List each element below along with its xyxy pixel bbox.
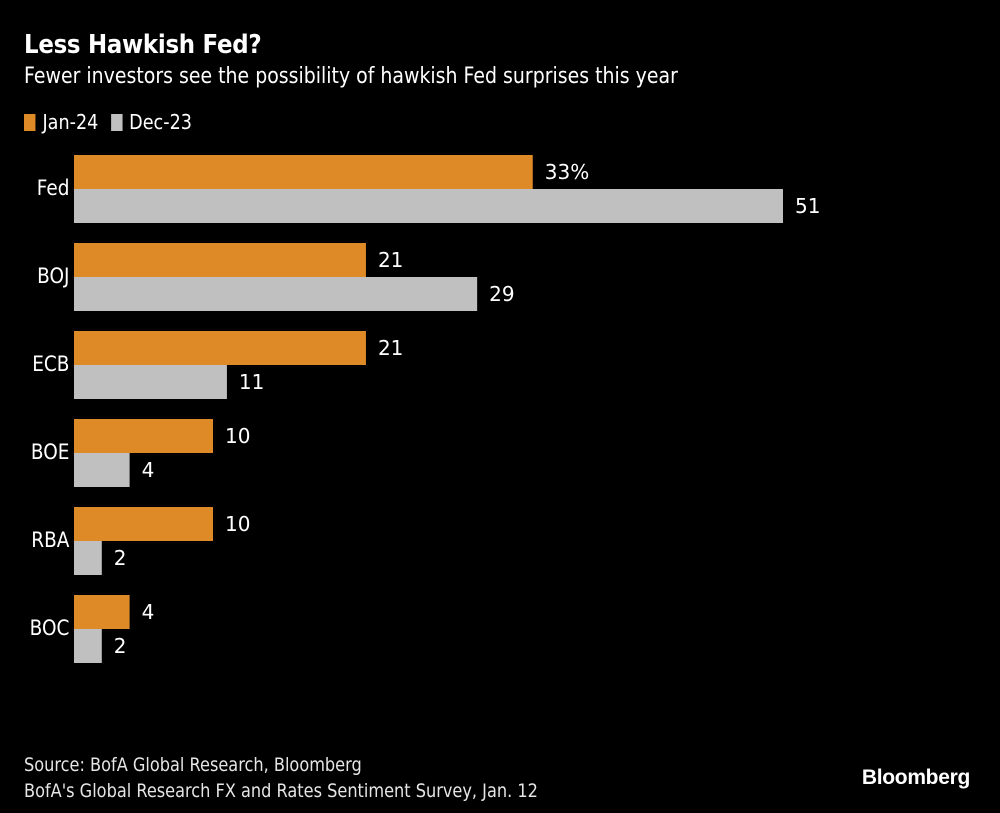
bar-fed-dec-23 — [74, 189, 783, 223]
data-label-fed-dec-23: 51 — [795, 194, 820, 218]
bar-ecb-jan-24 — [74, 331, 366, 365]
source-note: Source: BofA Global Research, Bloomberg — [24, 754, 362, 776]
survey-note: BofA's Global Research FX and Rates Sent… — [24, 780, 538, 802]
data-label-rba-dec-23: 2 — [114, 546, 127, 570]
legend-item-dec-23: Dec-23 — [110, 110, 192, 134]
bloomberg-logo: Bloomberg — [861, 766, 970, 789]
bar-boe-jan-24 — [74, 419, 214, 453]
chart-title: Less Hawkish Fed? — [24, 30, 262, 60]
data-label-boc-jan-24: 4 — [142, 600, 155, 624]
category-label-boe: BOE — [31, 440, 70, 464]
legend: Jan-24 Dec-23 — [24, 110, 192, 134]
data-label-boe-dec-23: 4 — [142, 458, 155, 482]
bar-boe-dec-23 — [74, 453, 130, 487]
data-label-boj-dec-23: 29 — [489, 282, 514, 306]
bar-ecb-dec-23 — [74, 365, 227, 399]
data-label-rba-jan-24: 10 — [225, 512, 250, 536]
bar-fed-jan-24 — [74, 155, 533, 189]
legend-label-jan-24: Jan-24 — [42, 110, 99, 134]
legend-swatch-dec-23 — [110, 113, 123, 131]
category-label-ecb: ECB — [32, 352, 69, 376]
bar-boc-jan-24 — [74, 595, 130, 629]
bar-boj-dec-23 — [74, 277, 478, 311]
bar-rba-dec-23 — [74, 541, 102, 575]
legend-label-dec-23: Dec-23 — [129, 110, 192, 134]
data-label-ecb-dec-23: 11 — [239, 370, 264, 394]
category-label-boj: BOJ — [37, 264, 69, 288]
data-label-boe-jan-24: 10 — [225, 424, 250, 448]
data-label-ecb-jan-24: 21 — [378, 336, 403, 360]
category-label-rba: RBA — [31, 528, 70, 552]
category-label-fed: Fed — [37, 176, 70, 200]
data-label-fed-jan-24: 33% — [545, 160, 589, 184]
legend-swatch-jan-24 — [24, 113, 36, 131]
footer: Source: BofA Global Research, Bloomberg … — [24, 752, 538, 804]
category-label-boc: BOC — [30, 616, 70, 640]
legend-item-jan-24: Jan-24 — [24, 110, 98, 134]
bar-boc-dec-23 — [74, 629, 102, 663]
data-label-boc-dec-23: 2 — [114, 634, 127, 658]
chart-subtitle: Fewer investors see the possibility of h… — [24, 64, 678, 89]
data-label-boj-jan-24: 21 — [378, 248, 403, 272]
bar-rba-jan-24 — [74, 507, 214, 541]
bar-boj-jan-24 — [74, 243, 366, 277]
